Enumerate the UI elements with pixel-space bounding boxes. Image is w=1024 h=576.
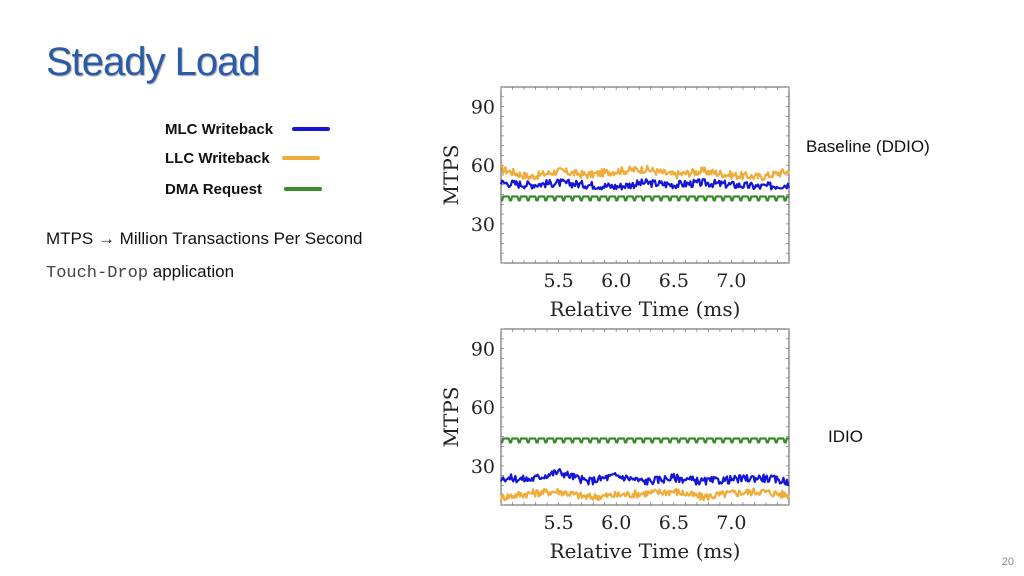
legend-swatch-mlc [292, 127, 330, 131]
series-line-mlc-writeback [499, 178, 791, 191]
y-tick-label: 90 [471, 339, 495, 361]
y-tick-label: 60 [471, 397, 495, 419]
chart-label-baseline: Baseline (DDIO) [806, 137, 930, 156]
x-tick-label: 5.5 [543, 512, 573, 534]
series-line-mlc-writeback [500, 468, 790, 487]
x-tick-label: 6.0 [601, 270, 631, 292]
y-tick-label: 30 [471, 456, 495, 478]
legend-label: DMA Request [165, 181, 262, 198]
series-line-dma-request [500, 437, 789, 444]
application-note: Touch-Drop application [46, 262, 234, 283]
chart-idio: 30 60 90 5.5 6.0 6.5 7.0 Relative Time (ms) MTPS [439, 328, 791, 563]
x-tick-label: 5.5 [543, 270, 573, 292]
chart-label-idio: IDIO [828, 427, 863, 446]
x-tick-label: 7.0 [716, 512, 746, 534]
chart-baseline: 30 60 90 5.5 6.0 6.5 7.0 Relative Time (ms) MTPS [439, 86, 791, 321]
legend-label: MLC Writeback [165, 121, 274, 138]
application-name: Touch-Drop [46, 264, 149, 283]
x-axis-label: Relative Time (ms) [550, 297, 741, 321]
mtps-definition: MTPS → Million Transactions Per Second [46, 229, 363, 248]
page-number: 20 [1001, 556, 1014, 568]
y-tick-label: 90 [471, 97, 495, 119]
x-tick-label: 7.0 [716, 270, 746, 292]
legend-item-mlc: MLC Writeback [165, 121, 273, 143]
y-axis-label: MTPS [439, 387, 463, 448]
y-axis-label: MTPS [439, 145, 463, 206]
x-tick-label: 6.5 [659, 270, 689, 292]
legend-swatch-llc [282, 156, 320, 160]
x-tick-label: 6.0 [601, 512, 631, 534]
legend-item-llc: LLC Writeback [165, 150, 270, 172]
series-line-llc-writeback [499, 487, 791, 502]
legend-item-dma: DMA Request [165, 181, 262, 203]
series-line-dma-request [500, 195, 789, 202]
application-suffix: application [148, 262, 235, 281]
slide-title: Steady Load [46, 40, 261, 84]
x-tick-label: 6.5 [659, 512, 689, 534]
legend-label: LLC Writeback [165, 150, 270, 167]
legend-swatch-dma [284, 187, 322, 191]
x-axis-label: Relative Time (ms) [550, 539, 741, 563]
series-line-llc-writeback [500, 164, 791, 182]
y-tick-label: 30 [471, 214, 495, 236]
y-tick-label: 60 [471, 155, 495, 177]
